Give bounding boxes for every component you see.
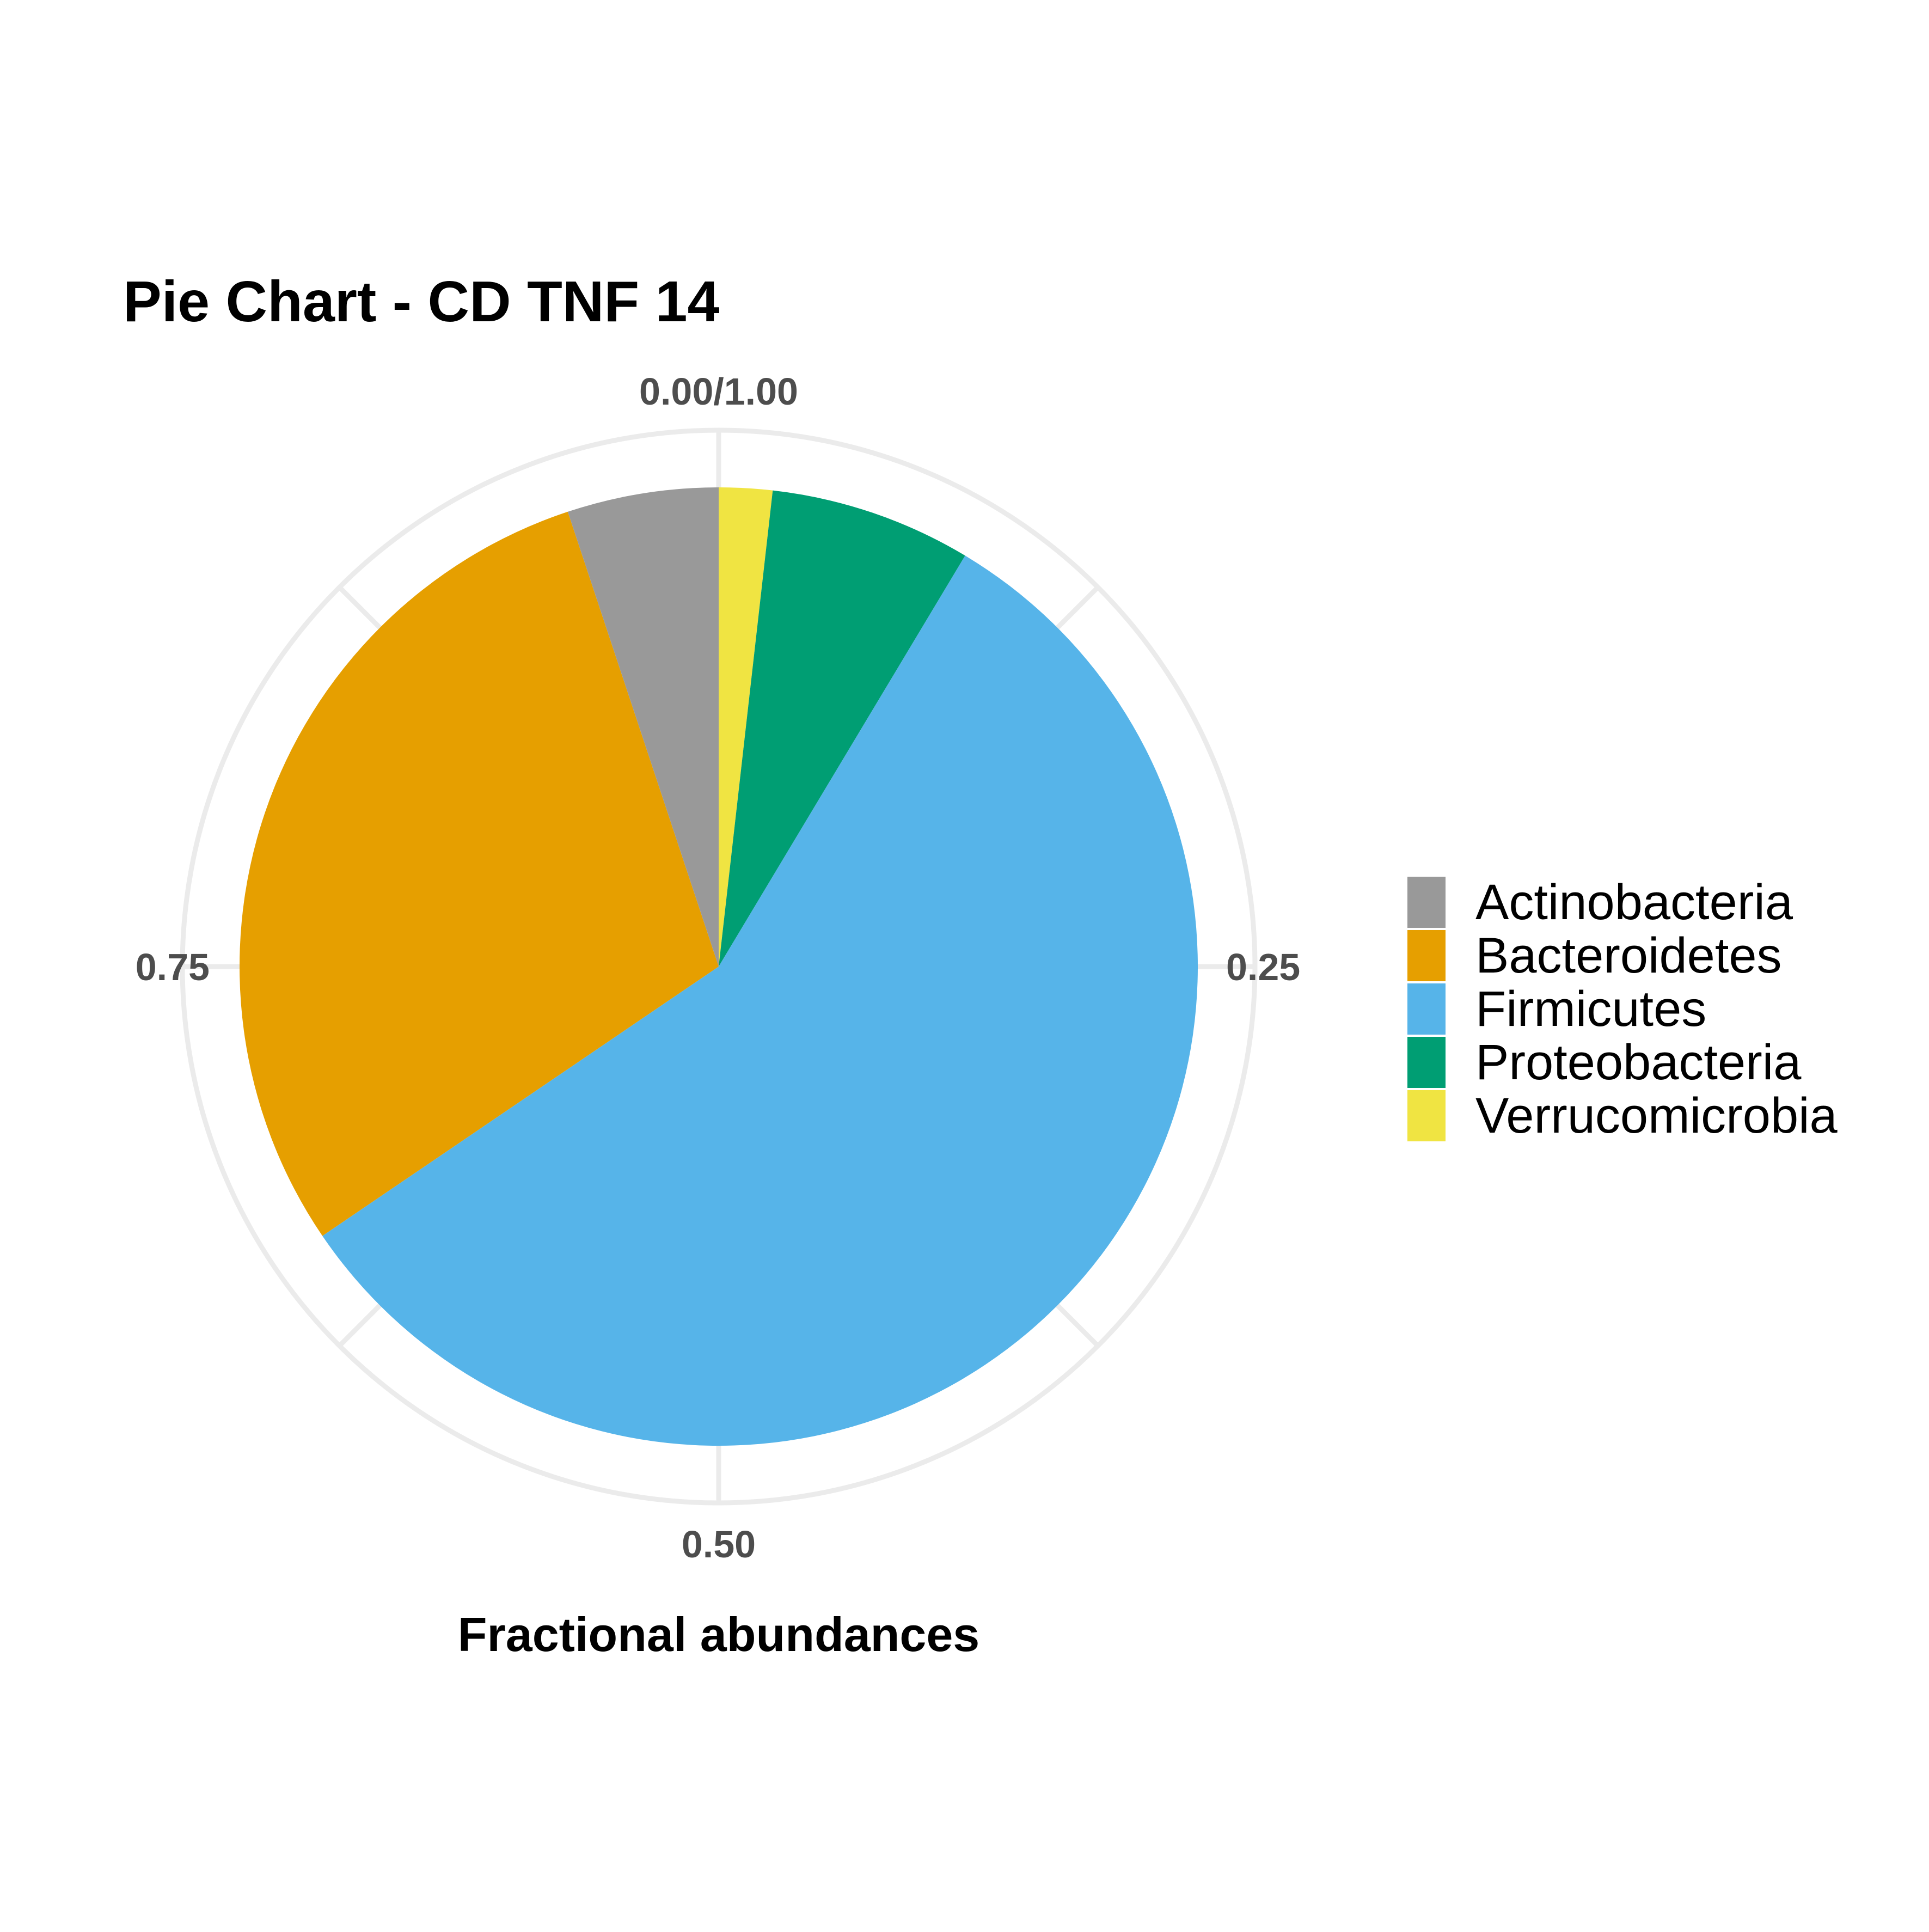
slice-bacteroidetes <box>239 511 719 1236</box>
slice-firmicutes <box>322 555 1198 1446</box>
legend-label: Proteobacteria <box>1475 1035 1802 1090</box>
legend-key-bacteroidetes <box>1407 930 1446 981</box>
tick-label: 0.00/1.00 <box>639 370 798 413</box>
legend-key-actinobacteria <box>1407 877 1446 928</box>
tick-label: 0.25 <box>1226 946 1300 988</box>
legend-key-firmicutes <box>1407 983 1446 1035</box>
legend-label: Actinobacteria <box>1475 875 1793 930</box>
tick-label: 0.75 <box>136 946 210 988</box>
slice-actinobacteria <box>567 487 719 967</box>
x-axis-label: Fractional abundances <box>458 1607 979 1661</box>
legend-label: Bacteroidetes <box>1475 928 1782 983</box>
legend: ActinobacteriaBacteroidetesFirmicutesPro… <box>1407 875 1838 1144</box>
tick-label: 0.50 <box>682 1523 756 1566</box>
slice-verrucomicrobia <box>719 487 773 967</box>
legend-label: Firmicutes <box>1475 981 1706 1037</box>
chart-title: Pie Chart - CD TNF 14 <box>123 270 720 334</box>
legend-key-verrucomicrobia <box>1407 1090 1446 1141</box>
slice-proteobacteria <box>719 490 965 967</box>
legend-label: Verrucomicrobia <box>1475 1088 1838 1144</box>
theta-tick-labels: 0.00/1.00 0.25 0.50 0.75 <box>136 370 1301 1566</box>
pie-slices <box>239 487 1198 1446</box>
legend-key-proteobacteria <box>1407 1037 1446 1088</box>
